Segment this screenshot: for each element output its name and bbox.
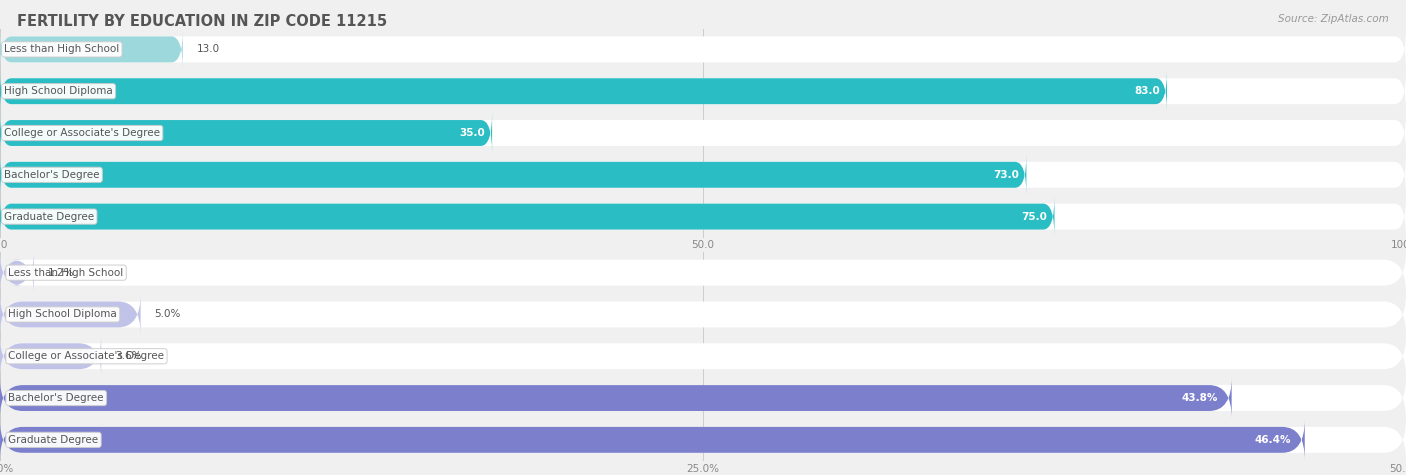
FancyBboxPatch shape <box>0 336 1406 377</box>
FancyBboxPatch shape <box>0 71 1406 112</box>
Text: FERTILITY BY EDUCATION IN ZIP CODE 11215: FERTILITY BY EDUCATION IN ZIP CODE 11215 <box>17 14 387 29</box>
FancyBboxPatch shape <box>0 196 1054 237</box>
FancyBboxPatch shape <box>0 71 1167 112</box>
Text: 43.8%: 43.8% <box>1181 393 1218 403</box>
FancyBboxPatch shape <box>0 196 1406 237</box>
FancyBboxPatch shape <box>0 378 1232 418</box>
FancyBboxPatch shape <box>0 29 183 70</box>
Text: 46.4%: 46.4% <box>1254 435 1291 445</box>
FancyBboxPatch shape <box>0 29 1406 70</box>
FancyBboxPatch shape <box>0 252 1406 293</box>
Text: 75.0: 75.0 <box>1022 211 1047 222</box>
FancyBboxPatch shape <box>0 113 492 153</box>
Text: Source: ZipAtlas.com: Source: ZipAtlas.com <box>1278 14 1389 24</box>
Text: 73.0: 73.0 <box>994 170 1019 180</box>
FancyBboxPatch shape <box>0 294 141 335</box>
Text: 83.0: 83.0 <box>1135 86 1160 96</box>
FancyBboxPatch shape <box>0 378 1406 418</box>
FancyBboxPatch shape <box>0 294 1406 335</box>
Text: High School Diploma: High School Diploma <box>8 309 117 320</box>
Text: High School Diploma: High School Diploma <box>4 86 112 96</box>
Text: 5.0%: 5.0% <box>155 309 181 320</box>
FancyBboxPatch shape <box>0 154 1406 195</box>
Text: Graduate Degree: Graduate Degree <box>4 211 94 222</box>
FancyBboxPatch shape <box>0 154 1026 195</box>
Text: Bachelor's Degree: Bachelor's Degree <box>4 170 100 180</box>
FancyBboxPatch shape <box>0 419 1406 460</box>
Text: 13.0: 13.0 <box>197 44 219 55</box>
Text: College or Associate's Degree: College or Associate's Degree <box>4 128 160 138</box>
Text: College or Associate's Degree: College or Associate's Degree <box>8 351 165 361</box>
FancyBboxPatch shape <box>0 336 101 377</box>
Text: Graduate Degree: Graduate Degree <box>8 435 98 445</box>
Text: Less than High School: Less than High School <box>8 267 124 278</box>
FancyBboxPatch shape <box>0 113 1406 153</box>
FancyBboxPatch shape <box>0 252 34 293</box>
FancyBboxPatch shape <box>0 419 1305 460</box>
Text: 3.6%: 3.6% <box>115 351 142 361</box>
Text: 35.0: 35.0 <box>460 128 485 138</box>
Text: Bachelor's Degree: Bachelor's Degree <box>8 393 104 403</box>
Text: Less than High School: Less than High School <box>4 44 120 55</box>
Text: 1.2%: 1.2% <box>48 267 75 278</box>
